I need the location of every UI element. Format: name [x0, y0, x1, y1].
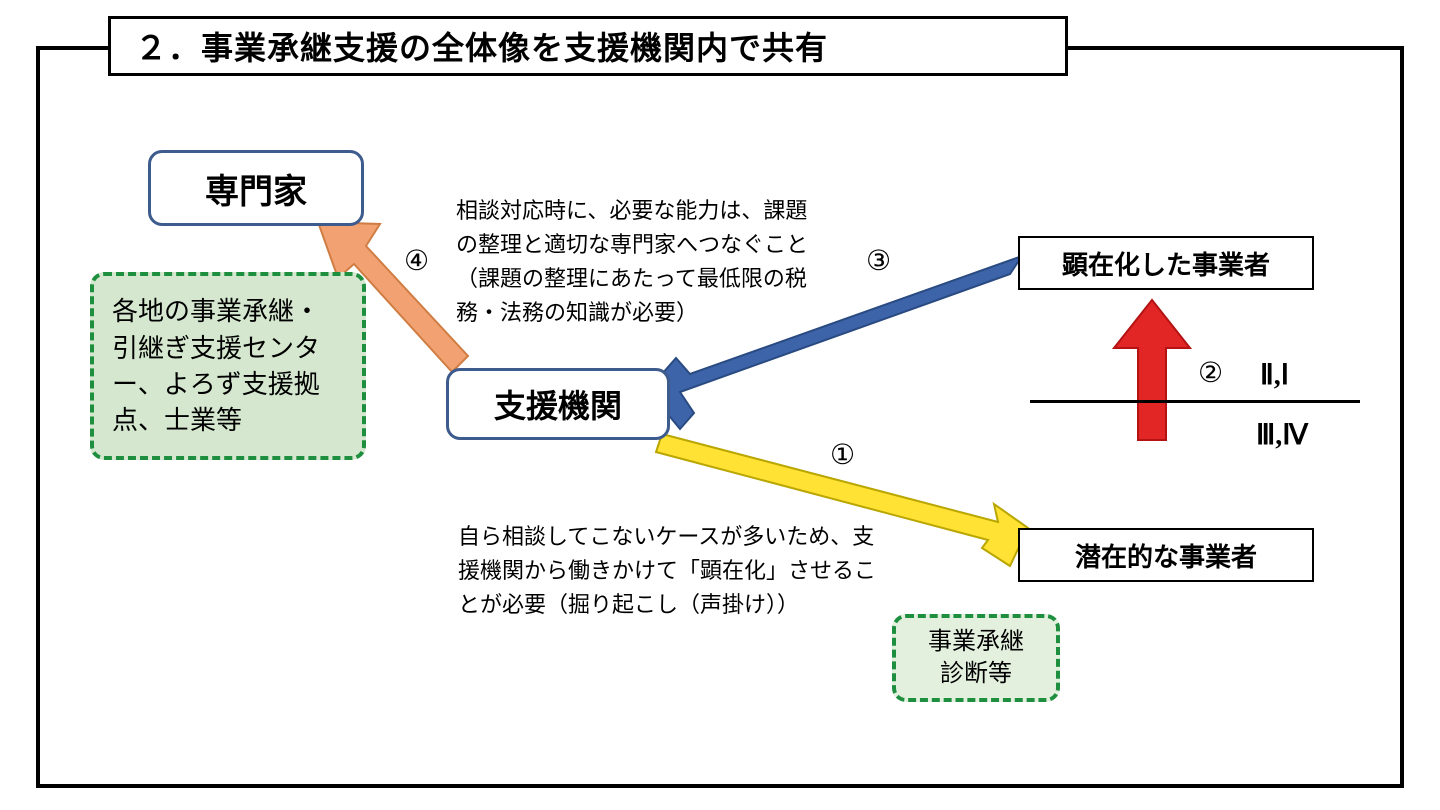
annotation-bottom: 自ら相談してこないケースが多いため、支援機関から働きかけて「顕在化」させることが… [458, 520, 888, 622]
expert-label: 専門家 [205, 164, 307, 213]
frame-bottom [36, 784, 1404, 788]
support-org-box: 支援機関 [446, 368, 670, 440]
title-box: ２．事業承継支援の全体像を支援機関内で共有 [108, 16, 1068, 76]
annotation-top: 相談対応時に、必要な能力は、課題の整理と適切な専門家へつなぐこと（課題の整理にあ… [456, 194, 816, 330]
green-box-diagnosis-text: 事業承継 診断等 [928, 626, 1024, 691]
frame-left [36, 46, 40, 788]
green-box-diagnosis: 事業承継 診断等 [892, 614, 1060, 702]
divider-line [1030, 400, 1360, 403]
frame-right [1400, 46, 1404, 788]
arrow-2-red [1114, 300, 1190, 440]
green-box-centers: 各地の事業承継・引継ぎ支援センター、よろず支援拠点、士業等 [90, 272, 366, 460]
label-roman-top: Ⅱ,Ⅰ [1260, 358, 1289, 392]
label-circle-3: ③ [866, 244, 891, 277]
visible-business-label: 顕在化した事業者 [1062, 245, 1270, 282]
label-circle-1: ① [830, 438, 855, 471]
frame-top-right [1068, 46, 1404, 50]
label-circle-2: ② [1198, 356, 1223, 389]
label-roman-bottom: Ⅲ,Ⅳ [1256, 418, 1308, 452]
label-circle-4: ④ [404, 244, 429, 277]
latent-business-label: 潜在的な事業者 [1075, 537, 1257, 574]
latent-business-box: 潜在的な事業者 [1018, 528, 1314, 582]
slide-root: ２．事業承継支援の全体像を支援機関内で共有 専門家 各地の事業承継・引継ぎ支援セ… [0, 0, 1440, 810]
title-text: ２．事業承継支援の全体像を支援機関内で共有 [135, 23, 828, 69]
green-box-centers-text: 各地の事業承継・引継ぎ支援センター、よろず支援拠点、士業等 [112, 293, 344, 439]
frame-top-left [36, 46, 108, 50]
support-org-label: 支援機関 [494, 381, 622, 427]
visible-business-box: 顕在化した事業者 [1018, 236, 1314, 290]
expert-box: 専門家 [148, 150, 364, 226]
